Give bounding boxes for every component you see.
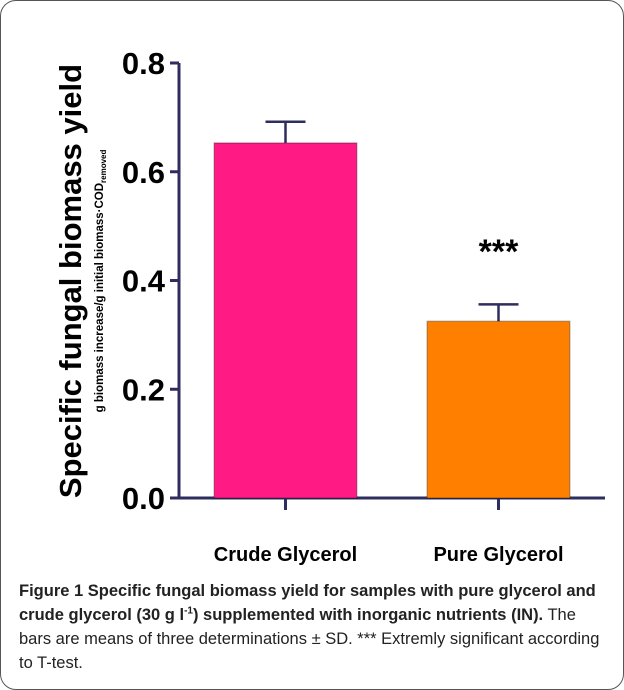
y-tick-label: 0.2 — [122, 372, 165, 407]
y-axis-unit-subscript: removed — [99, 150, 108, 183]
bar — [426, 320, 571, 499]
x-tick-label: Pure Glycerol — [433, 544, 563, 566]
y-axis-unit-text: g biomass increase/g initial biomass·COD — [94, 183, 106, 412]
y-axis-unit: g biomass increase/g initial biomass·COD… — [94, 150, 108, 413]
y-tick-label: 0.4 — [122, 264, 166, 299]
y-tick-label: 0.6 — [122, 155, 165, 190]
caption: Figure 1 Specific fungal biomass yield f… — [19, 579, 609, 675]
y-tick-label: 0.0 — [122, 481, 165, 516]
y-tick-label: 0.8 — [122, 46, 165, 81]
caption-bold: Figure 1 Specific fungal biomass yield f… — [19, 582, 596, 624]
caption-bold: ) supplemented with inorganic nutrients … — [192, 606, 544, 624]
y-axis-title: Specific fungal biomass yield — [53, 64, 88, 498]
chart: Specific fungal biomass yield g biomass … — [53, 46, 605, 566]
annotation: *** — [479, 233, 519, 271]
x-tick-label: Crude Glycerol — [214, 544, 357, 566]
caption-text: The bars are means of three determinatio… — [19, 606, 600, 672]
caption-superscript: -1 — [184, 605, 193, 617]
bar — [213, 142, 358, 499]
